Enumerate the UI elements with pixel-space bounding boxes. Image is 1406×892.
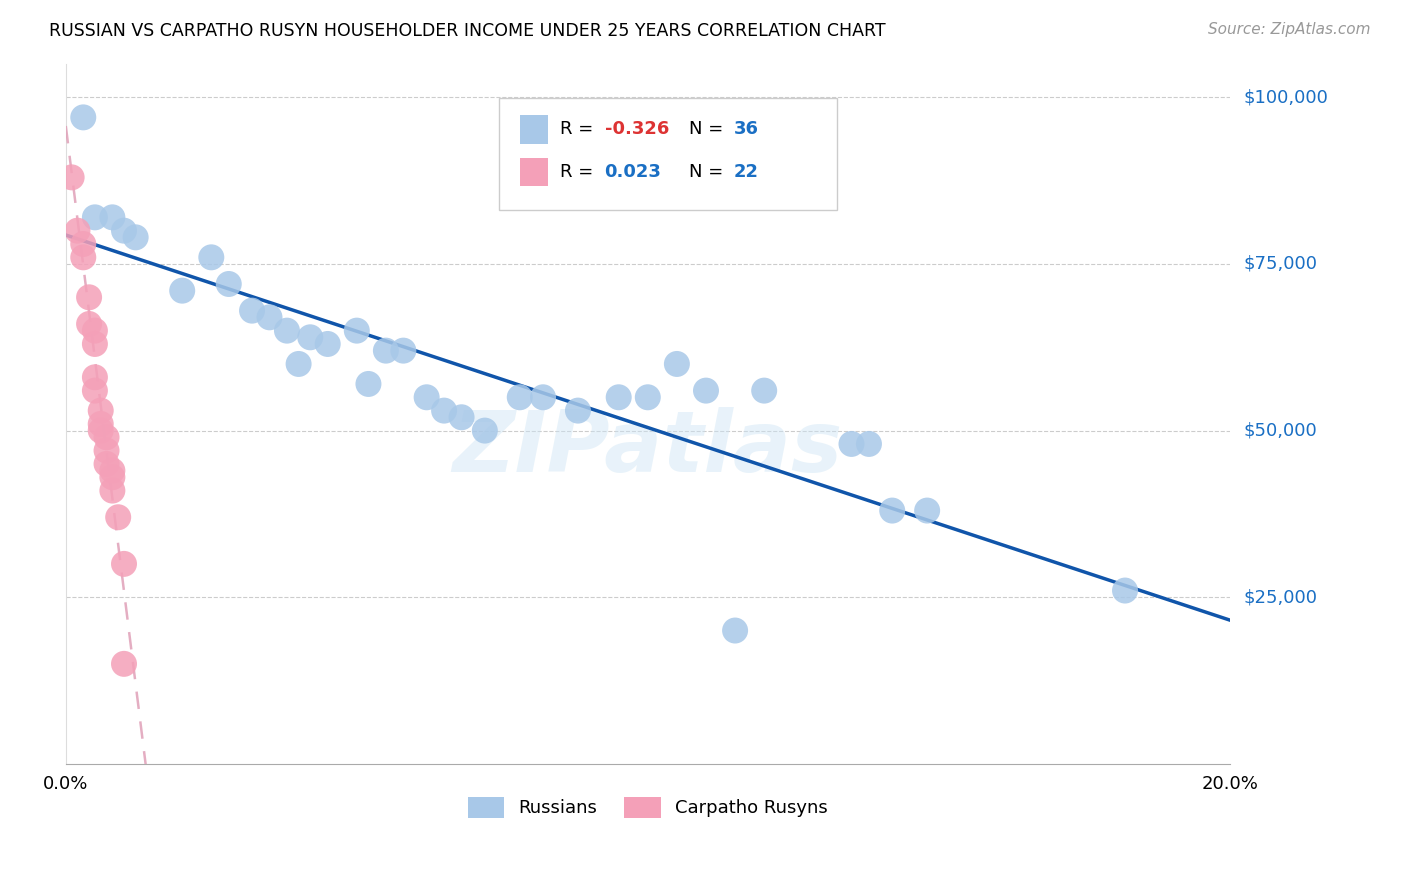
Point bbox=[107, 510, 129, 524]
Point bbox=[84, 370, 107, 384]
Point bbox=[882, 503, 904, 517]
Point bbox=[218, 277, 240, 291]
Point bbox=[84, 337, 107, 351]
Point bbox=[754, 384, 776, 398]
Point bbox=[77, 317, 100, 331]
Point bbox=[101, 464, 124, 478]
Point bbox=[474, 424, 496, 438]
Point bbox=[200, 250, 222, 264]
Point bbox=[72, 111, 94, 125]
Point bbox=[276, 324, 298, 338]
Point bbox=[607, 390, 630, 404]
Text: $75,000: $75,000 bbox=[1244, 255, 1317, 273]
Point bbox=[724, 624, 747, 638]
Point bbox=[96, 443, 118, 458]
Point bbox=[90, 417, 112, 431]
Point bbox=[915, 503, 938, 517]
Point bbox=[112, 657, 135, 671]
Point bbox=[60, 170, 83, 185]
Point bbox=[240, 303, 263, 318]
Point bbox=[374, 343, 396, 358]
Point bbox=[101, 211, 124, 225]
Point bbox=[433, 403, 456, 417]
Point bbox=[66, 224, 89, 238]
Point bbox=[637, 390, 659, 404]
Point bbox=[96, 430, 118, 444]
Text: R =: R = bbox=[560, 120, 599, 138]
Point bbox=[357, 376, 380, 391]
Point bbox=[695, 384, 717, 398]
Text: 36: 36 bbox=[734, 120, 759, 138]
Point bbox=[96, 457, 118, 471]
Point bbox=[72, 250, 94, 264]
Text: 0.023: 0.023 bbox=[605, 163, 661, 181]
Text: 22: 22 bbox=[734, 163, 759, 181]
Point bbox=[287, 357, 309, 371]
Point bbox=[858, 437, 880, 451]
Point bbox=[90, 424, 112, 438]
Point bbox=[84, 211, 107, 225]
Point bbox=[450, 410, 472, 425]
Point bbox=[72, 237, 94, 252]
Point bbox=[112, 224, 135, 238]
Point bbox=[841, 437, 863, 451]
Point bbox=[77, 290, 100, 304]
Text: R =: R = bbox=[560, 163, 599, 181]
Point bbox=[299, 330, 322, 344]
Point bbox=[259, 310, 281, 325]
Point bbox=[124, 230, 146, 244]
Point bbox=[84, 324, 107, 338]
Point bbox=[531, 390, 554, 404]
Text: $100,000: $100,000 bbox=[1244, 88, 1329, 106]
Point bbox=[112, 557, 135, 571]
Point bbox=[101, 483, 124, 498]
Point bbox=[567, 403, 589, 417]
Text: N =: N = bbox=[689, 120, 728, 138]
Point bbox=[172, 284, 194, 298]
Text: Source: ZipAtlas.com: Source: ZipAtlas.com bbox=[1208, 22, 1371, 37]
Text: ZIPatlas: ZIPatlas bbox=[453, 408, 844, 491]
Text: -0.326: -0.326 bbox=[605, 120, 669, 138]
Legend: Russians, Carpatho Rusyns: Russians, Carpatho Rusyns bbox=[461, 789, 835, 825]
Point bbox=[90, 403, 112, 417]
Point bbox=[509, 390, 531, 404]
Point bbox=[84, 384, 107, 398]
Point bbox=[415, 390, 437, 404]
Text: $25,000: $25,000 bbox=[1244, 588, 1317, 607]
Point bbox=[665, 357, 688, 371]
Point bbox=[1114, 583, 1136, 598]
Text: RUSSIAN VS CARPATHO RUSYN HOUSEHOLDER INCOME UNDER 25 YEARS CORRELATION CHART: RUSSIAN VS CARPATHO RUSYN HOUSEHOLDER IN… bbox=[49, 22, 886, 40]
Point bbox=[346, 324, 368, 338]
Point bbox=[392, 343, 415, 358]
Text: N =: N = bbox=[689, 163, 728, 181]
Text: $50,000: $50,000 bbox=[1244, 422, 1317, 440]
Point bbox=[101, 470, 124, 484]
Point bbox=[316, 337, 339, 351]
